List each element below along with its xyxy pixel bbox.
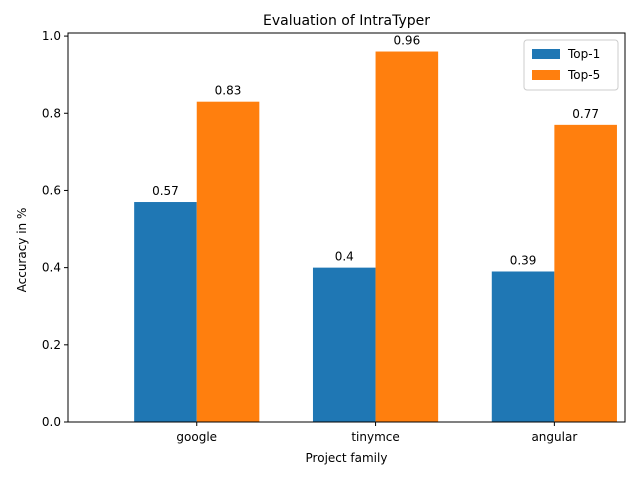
- bar-top-1-google: [134, 202, 197, 422]
- data-label: 0.77: [572, 107, 599, 121]
- plot-area: 0.57 0.4 0.39 0.83 0.96 0.77 0.0 0.2 0.4 0.6 0.8 1.…: [42, 29, 626, 444]
- data-label: 0.57: [152, 184, 179, 198]
- x-tick-label: angular: [531, 430, 577, 444]
- legend-swatch-top-1: [532, 49, 560, 59]
- chart-title: Evaluation of IntraTyper: [263, 13, 430, 29]
- bar-top-1-tinymce: [312, 267, 376, 422]
- bar-top-5-tinymce: [375, 51, 439, 423]
- data-label: 0.96: [393, 34, 420, 48]
- y-tick-label: 1.0: [42, 29, 61, 43]
- legend-label: Top-1: [567, 47, 600, 61]
- legend-swatch-top-5: [532, 70, 560, 80]
- y-tick-label: 0.6: [42, 183, 61, 197]
- y-tick-label: 0.2: [42, 338, 61, 352]
- x-tick-label: google: [176, 430, 217, 444]
- data-label: 0.39: [510, 253, 537, 267]
- y-tick-label: 0.4: [42, 261, 61, 275]
- bar-top-5-angular: [554, 124, 617, 422]
- data-label: 0.4: [335, 250, 354, 264]
- x-tick-label: tinymce: [351, 430, 399, 444]
- bar-top-5-google: [196, 101, 260, 423]
- y-axis-label: Accuracy in %: [15, 208, 29, 293]
- y-tick-label: 0.0: [42, 415, 61, 429]
- axes-frame: [67, 32, 626, 423]
- data-label: 0.83: [215, 84, 242, 98]
- legend: Top-1 Top-5: [523, 39, 619, 91]
- legend-label: Top-5: [567, 68, 600, 82]
- bar-top-1-angular: [491, 271, 555, 422]
- y-tick-label: 0.8: [42, 106, 61, 120]
- x-axis-label: Project family: [306, 451, 388, 465]
